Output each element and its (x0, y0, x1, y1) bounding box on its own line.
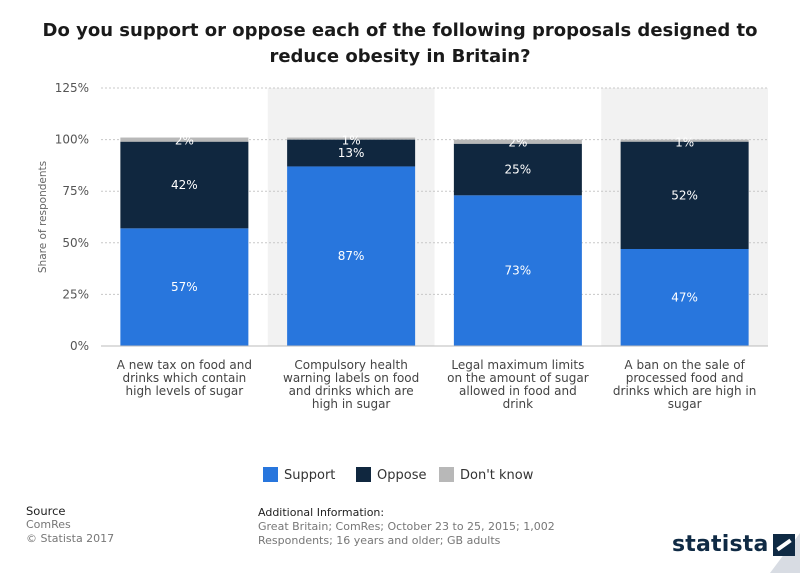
x-tick-label: drinks which are high in (613, 384, 756, 398)
x-tick-label: high levels of sugar (126, 384, 244, 398)
y-tick-label: 0% (70, 339, 89, 353)
additional-info-title: Additional Information: (258, 506, 385, 519)
data-label: 57% (171, 280, 198, 294)
bar-segment (287, 166, 416, 346)
x-tick-label: Compulsory health (294, 358, 407, 372)
bar-segment (620, 139, 749, 142)
bar-segment (453, 139, 582, 144)
data-label: 2% (175, 134, 194, 148)
bar-segment (120, 228, 249, 346)
y-tick-label: 75% (62, 184, 89, 198)
x-tick-label: A new tax on food and (117, 358, 252, 372)
data-label: 52% (671, 188, 698, 202)
statista-logo[interactable]: statista (672, 532, 795, 557)
legend-swatch (263, 467, 278, 482)
data-label: 42% (171, 178, 198, 192)
y-tick-label: 125% (55, 81, 89, 95)
logo-mark-icon (772, 533, 795, 556)
x-tick-label: drink (503, 397, 533, 411)
stacked-bar-chart: 0% 25% 50% 75% 100% 125% Share of respondents 5… (37, 81, 768, 483)
legend-label: Don't know (460, 468, 534, 483)
bar-segment (120, 141, 249, 229)
y-tick-label: 25% (62, 287, 89, 301)
y-tick-label: 100% (55, 133, 89, 147)
bar-segment (287, 139, 416, 167)
data-label: 1% (675, 136, 694, 150)
chart-title: Do you support or oppose each of the fol… (42, 20, 758, 67)
y-tick-label: 50% (62, 236, 89, 250)
legend-swatch (356, 467, 371, 482)
data-label: 25% (505, 163, 532, 177)
data-label: 47% (671, 290, 698, 304)
copyright-text: © Statista 2017 (26, 532, 115, 545)
x-tick-label: processed food and (626, 371, 744, 385)
x-tick-label: high in sugar (312, 397, 391, 411)
source-name[interactable]: ComRes (26, 518, 71, 531)
y-axis-label: Share of respondents (37, 161, 49, 273)
source-block: Source ComRes © Statista 2017 (26, 504, 114, 546)
legend-swatch (439, 467, 454, 482)
bar-segment (287, 137, 416, 140)
x-tick-label: A ban on the sale of (624, 358, 745, 372)
additional-info-line-1: Great Britain; ComRes; October 23 to 25,… (258, 520, 555, 533)
bar-segment (620, 141, 749, 249)
bar-segment (453, 143, 582, 196)
source-title: Source (26, 504, 66, 518)
x-tick-label: and drinks which are (289, 384, 414, 398)
x-tick-label: Legal maximum limits (451, 358, 584, 372)
x-tick-label: sugar (668, 397, 702, 411)
bar-segment (620, 248, 749, 346)
x-tick-label: on the amount of sugar (447, 371, 589, 385)
logo-text: statista (672, 532, 769, 557)
additional-info: Additional Information: Great Britain; C… (258, 506, 558, 548)
bar-segment (453, 195, 582, 346)
legend-label: Support (284, 468, 335, 483)
additional-info-line-2: Respondents; 16 years and older; GB adul… (258, 534, 501, 547)
x-tick-label: allowed in food and (459, 384, 577, 398)
data-label: 13% (338, 146, 365, 160)
x-tick-label: warning labels on food (283, 371, 419, 385)
data-label: 87% (338, 249, 365, 263)
data-label: 1% (342, 134, 361, 148)
data-label: 73% (505, 264, 532, 278)
x-tick-label: drinks which contain (122, 371, 246, 385)
data-label: 2% (508, 136, 527, 150)
legend-label: Oppose (377, 468, 426, 483)
bar-segment (120, 137, 249, 142)
